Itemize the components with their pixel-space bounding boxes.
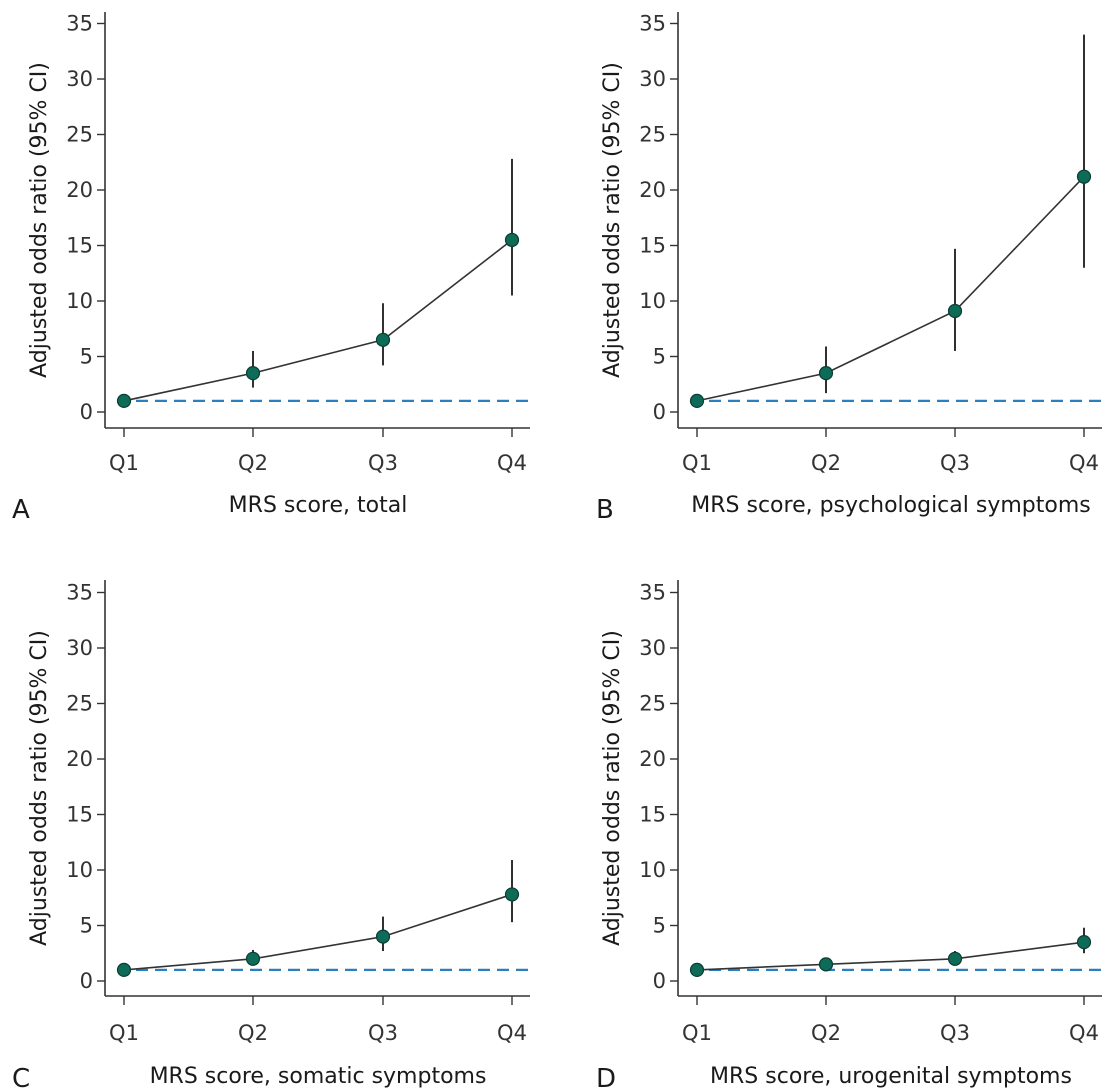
panel-d-x-tick-label: Q2 (811, 1021, 841, 1045)
panel-d-y-tick-label: 10 (639, 858, 666, 882)
panel-a-y-tick-label: 20 (66, 178, 93, 202)
panel-c-point (375, 929, 391, 944)
panel-b-y-tick-label: 5 (653, 345, 666, 369)
panel-c-x-tick-label: Q2 (238, 1021, 268, 1045)
panel-a-point (375, 332, 391, 347)
panel-b-x-tick-label: Q2 (811, 451, 841, 475)
panel-c-y-tick-label: 20 (66, 747, 93, 771)
panel-d-point (818, 957, 834, 972)
panel-c-series-line (123, 893, 513, 971)
panel-d-y-tick-label: 35 (639, 581, 666, 605)
panel-d-y-tick-label: 20 (639, 747, 666, 771)
panel-c-point (504, 887, 520, 902)
panel-a-x-tick-label: Q4 (497, 451, 527, 475)
panel-d-point (1076, 935, 1092, 950)
panel-d-y-tick-label: 0 (653, 969, 666, 993)
panel-a-y-tick-label: 25 (66, 123, 93, 147)
panel-d-x-tick-label: Q3 (940, 1021, 970, 1045)
panel-c-x-tick-label: Q4 (497, 1021, 527, 1045)
panel-b-letter: B (596, 495, 614, 525)
panel-c-point (245, 951, 261, 966)
panel-a-y-tick-label: 10 (66, 289, 93, 313)
panel-d-y-tick-label: 25 (639, 692, 666, 716)
panel-a-y-tick-label: 35 (66, 12, 93, 36)
panel-a-x-tick-label: Q1 (109, 451, 139, 475)
panel-b-series-line (696, 176, 1085, 402)
panel-b-x-tick-label: Q4 (1069, 451, 1099, 475)
panel-c-y-tick-label: 35 (66, 581, 93, 605)
panel-b-y-tick-label: 20 (639, 178, 666, 202)
panel-c: 0 5 10 15 20 25 30 35 Q1 Q2 Q3 Q4 Adjusted odds rati… (12, 580, 530, 1090)
panel-b-point (947, 303, 963, 319)
panel-c-y-tick-label: 5 (80, 914, 93, 938)
panel-c-y-tick-label: 25 (66, 692, 93, 716)
panel-b-x-tick-label: Q3 (940, 451, 970, 475)
panel-a-y-tick-label: 5 (80, 345, 93, 369)
panel-b-y-tick-label: 0 (653, 400, 666, 424)
panel-b-y-tick-label: 35 (639, 12, 666, 36)
panel-b-point (818, 366, 834, 381)
panel-b-y-tick-label: 25 (639, 123, 666, 147)
panel-c-x-axis-title: MRS score, somatic symptoms (150, 1064, 487, 1089)
panel-a-y-axis-title: Adjusted odds ratio (95% CI) (27, 62, 52, 378)
panel-d-y-tick-label: 5 (653, 914, 666, 938)
panel-a-letter: A (12, 495, 30, 525)
panel-b-point (1076, 169, 1092, 184)
panel-a-y-tick-label: 0 (80, 400, 93, 424)
panel-d-series-line (696, 941, 1085, 971)
panel-c-letter: C (12, 1064, 30, 1090)
panel-d-x-tick-label: Q1 (682, 1021, 712, 1045)
panel-b-y-tick-label: 15 (639, 234, 666, 258)
panel-a: 0 5 10 15 20 25 30 35 Q1 Q2 Q3 Q4 Adjusted odds rati… (12, 12, 530, 525)
panel-d-x-tick-label: Q4 (1069, 1021, 1099, 1045)
panel-b-y-tick-label: 30 (639, 67, 666, 91)
panel-d-point (689, 962, 705, 978)
panel-d-point (947, 951, 963, 966)
panel-c-x-tick-label: Q3 (368, 1021, 398, 1045)
panel-a-point (116, 393, 132, 408)
panel-a-y-tick-label: 15 (66, 234, 93, 258)
panel-a-point (504, 232, 520, 248)
panel-b: 0 5 10 15 20 25 30 35 Q1 Q2 Q3 Q4 Adjusted odds rati… (596, 12, 1102, 525)
panel-b-x-axis-title: MRS score, psychological symptoms (691, 493, 1090, 518)
panel-c-y-tick-label: 15 (66, 803, 93, 827)
panel-d-y-axis-title: Adjusted odds ratio (95% CI) (600, 630, 625, 946)
panel-d: 0 5 10 15 20 25 30 35 Q1 Q2 Q3 Q4 Adjusted odds rati… (596, 580, 1102, 1090)
panel-d-y-tick-label: 30 (639, 636, 666, 660)
panel-c-y-tick-label: 10 (66, 858, 93, 882)
panel-b-y-tick-label: 10 (639, 289, 666, 313)
panel-a-x-axis-title: MRS score, total (229, 493, 408, 518)
panel-b-point (689, 393, 705, 408)
panel-d-letter: D (596, 1064, 616, 1090)
panel-c-y-tick-label: 0 (80, 969, 93, 993)
panel-b-y-axis-title: Adjusted odds ratio (95% CI) (600, 62, 625, 378)
panel-d-x-axis-title: MRS score, urogenital symptoms (710, 1064, 1072, 1089)
panel-c-point (116, 962, 132, 978)
panel-d-y-tick-label: 15 (639, 803, 666, 827)
panel-a-x-tick-label: Q3 (368, 451, 398, 475)
panel-a-point (245, 366, 261, 381)
panel-a-series-line (123, 239, 513, 402)
panel-c-x-tick-label: Q1 (109, 1021, 139, 1045)
panel-b-x-tick-label: Q1 (682, 451, 712, 475)
panel-c-y-axis-title: Adjusted odds ratio (95% CI) (27, 630, 52, 946)
panel-a-x-tick-label: Q2 (238, 451, 268, 475)
panel-a-y-tick-label: 30 (66, 67, 93, 91)
panel-c-y-tick-label: 30 (66, 636, 93, 660)
